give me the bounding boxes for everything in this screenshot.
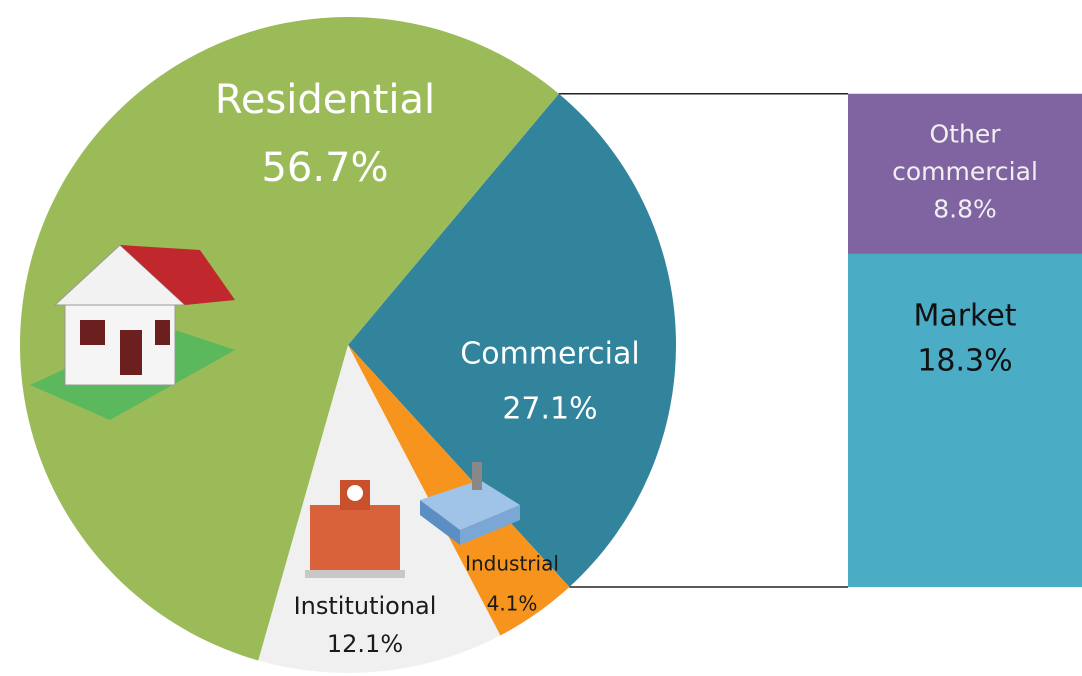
slice-label: Industrial	[465, 552, 559, 576]
connectors	[558, 92, 848, 588]
slice-value: 4.1%	[487, 592, 538, 616]
bar-value: 8.8%	[933, 195, 997, 224]
bar-value: 18.3%	[917, 343, 1012, 378]
slice-value: 12.1%	[327, 630, 403, 658]
slice-label: Residential	[215, 77, 435, 123]
pie-slice	[19, 16, 559, 661]
bar-segment	[848, 93, 1082, 254]
house-icon	[30, 244, 235, 420]
slice-label: Institutional	[294, 592, 437, 620]
pie-slice	[348, 93, 676, 588]
slice-value: 56.7%	[261, 145, 388, 191]
factory-icon	[420, 462, 520, 545]
school-icon	[305, 480, 405, 578]
bar-label: Other commercial	[892, 120, 1038, 187]
slice-label: Commercial	[460, 337, 639, 372]
slice-value: 27.1%	[502, 392, 597, 427]
bar-of-pie	[848, 93, 1082, 588]
bar-segment	[848, 253, 1082, 588]
bar-label: Market	[913, 298, 1016, 333]
